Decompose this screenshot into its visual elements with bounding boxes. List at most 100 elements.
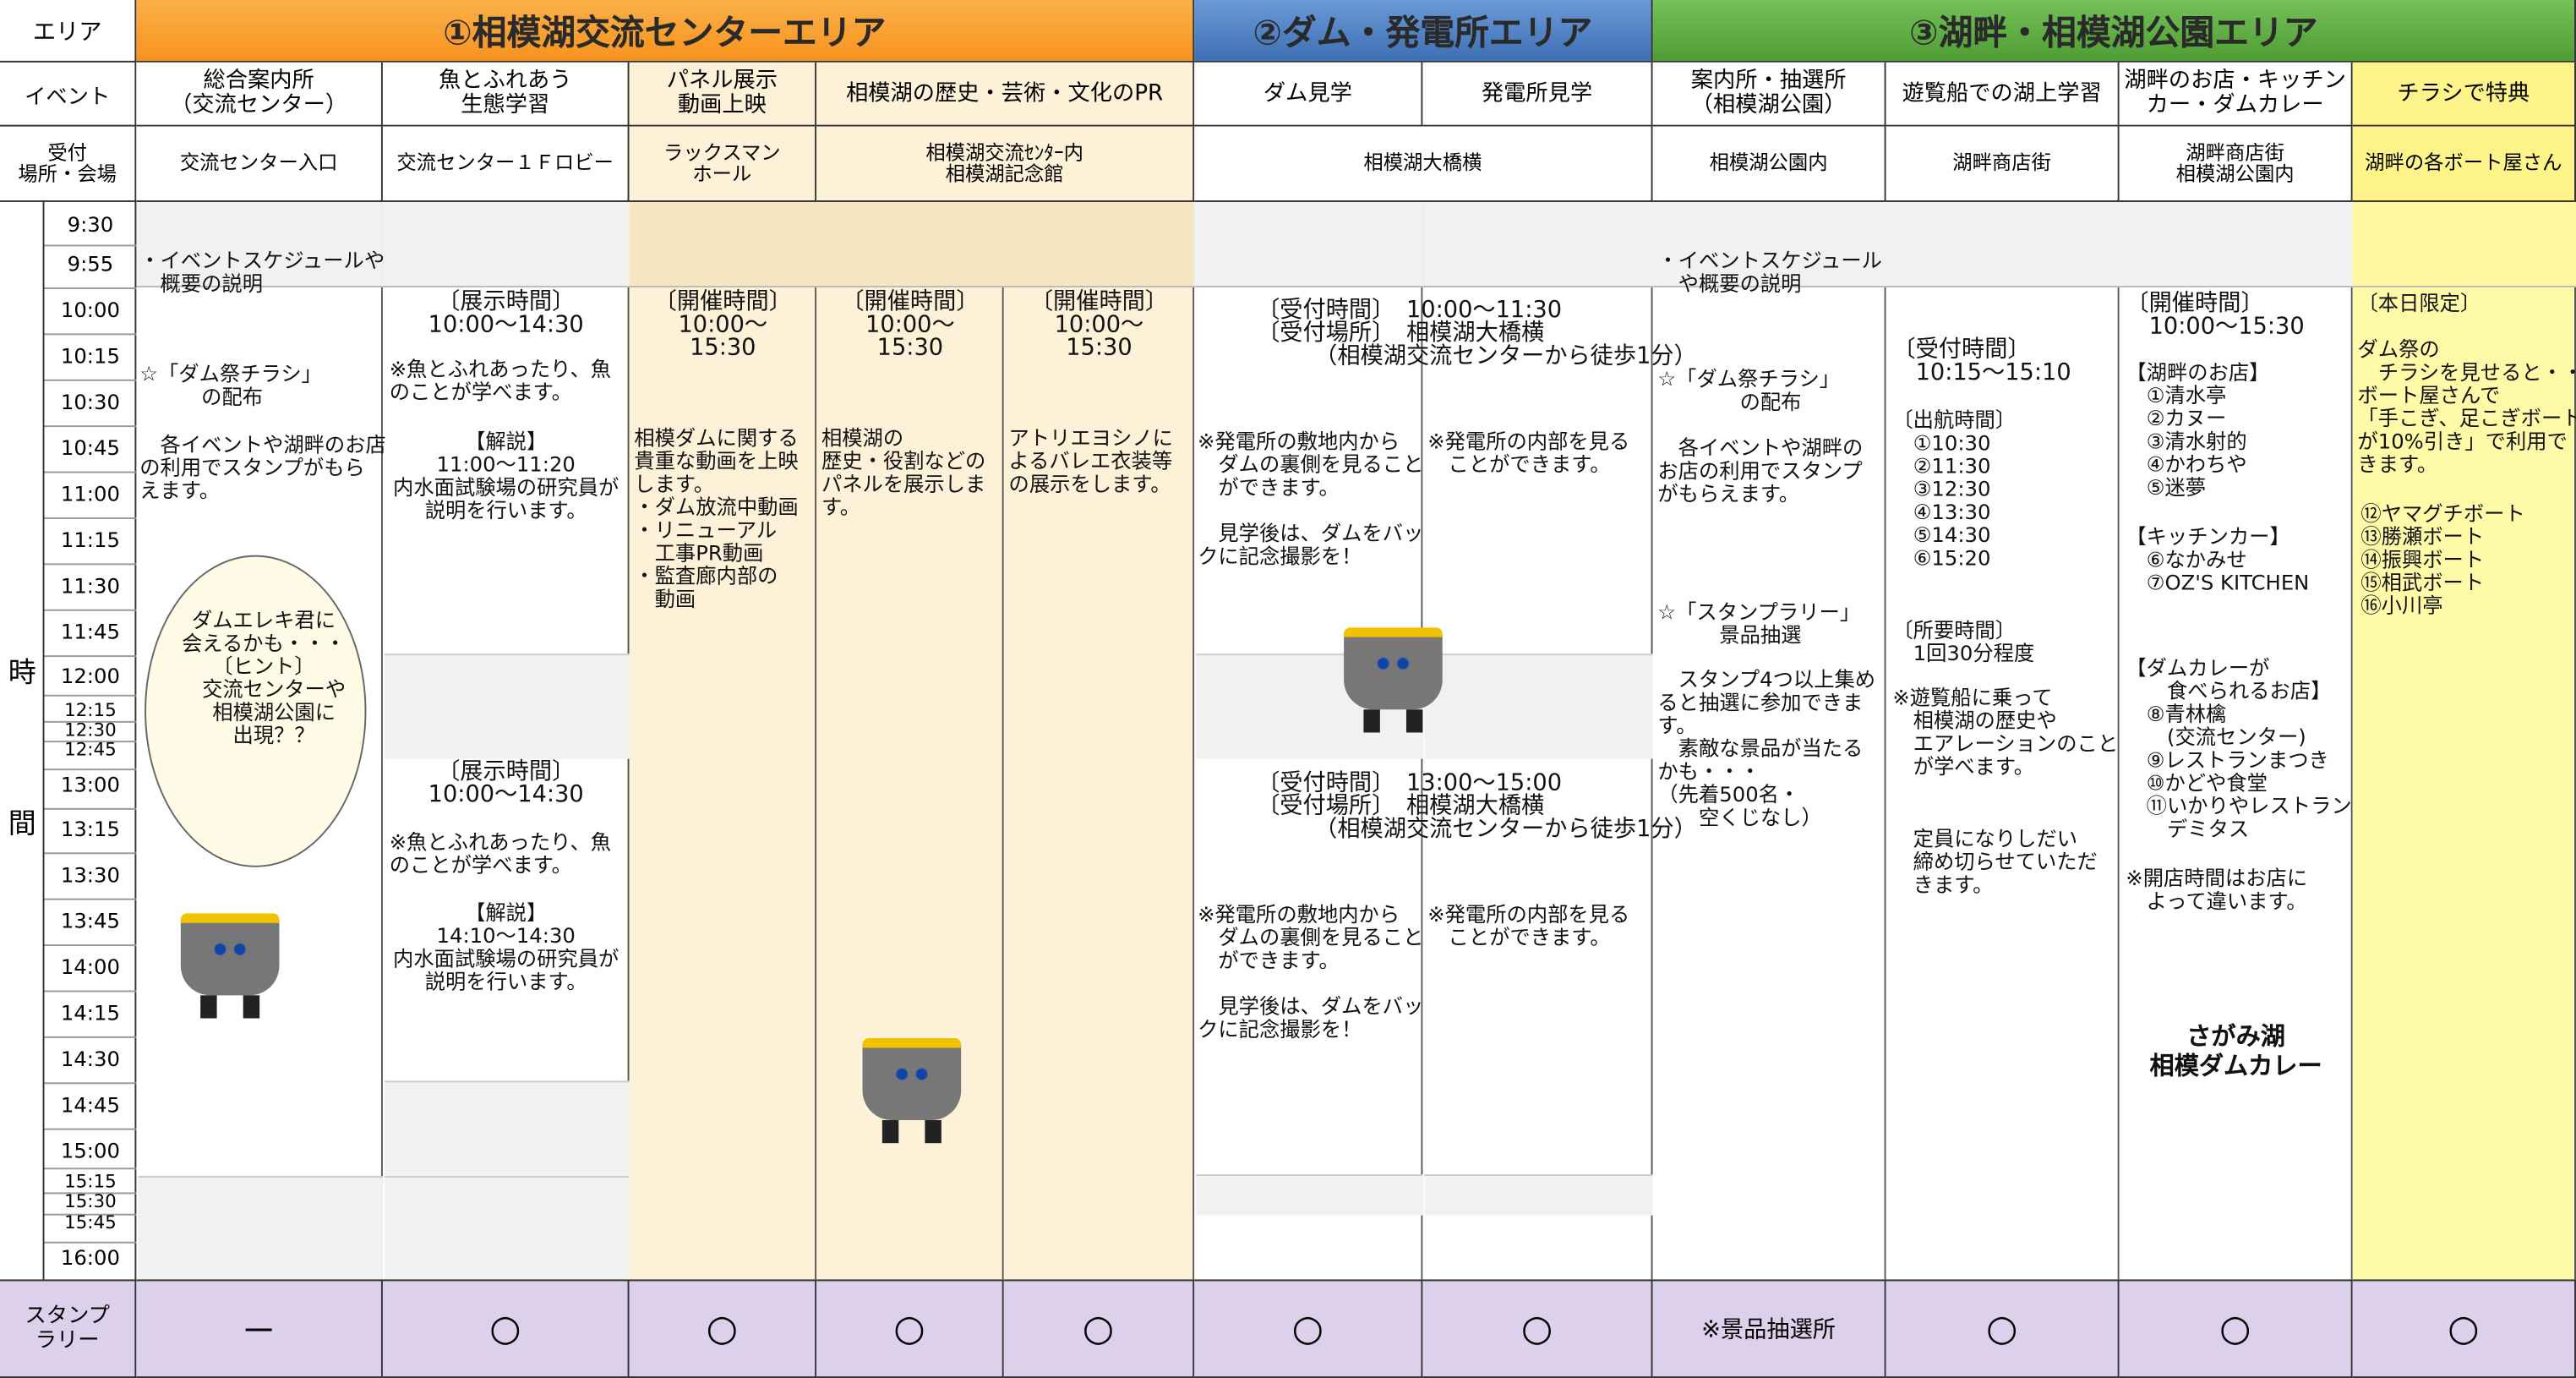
text-block: 相模湖の 歴史・役割などの パネルを展示しま す。: [821, 426, 1004, 519]
event-line: ダム見学: [1263, 79, 1352, 107]
text-line: や概要の説明: [1657, 271, 1802, 296]
event-line: カー・ダムカレー: [2146, 91, 2324, 118]
time-tick: 15:15: [64, 1171, 117, 1193]
text-block: ・イベントスケジュールや 概要の説明: [139, 249, 386, 295]
text-line: お店の利用でスタンプ: [1657, 458, 1863, 484]
time-grid: [44, 768, 137, 770]
time-grid: [44, 517, 137, 519]
text-line: ことができます。: [1427, 451, 1611, 477]
text-line: 10:00～: [678, 312, 768, 339]
column-bg: [2119, 201, 2353, 1280]
text-line: （相模湖交流センターから徒歩1分）: [1257, 816, 1697, 843]
text-block: 相模ダムに関する 貴重な動画を上映 します。 ・ダム放流中動画 ・リニューアル 工事PR…: [634, 426, 816, 611]
column-bg: [2352, 201, 2576, 1280]
shade: [816, 201, 1004, 287]
time-tick: 14:45: [60, 1091, 120, 1118]
event-line: 動画上映: [677, 91, 767, 118]
text-line: 工事PR動画: [634, 540, 764, 566]
stamp-cell: ○: [816, 1279, 1004, 1378]
text-line: 見学後は、ダムをバッ: [1198, 520, 1424, 546]
column-bg: [1886, 201, 2120, 1280]
text-line: ☆「ダム祭チラシ」: [139, 361, 322, 386]
text-line: ④かわちや: [2126, 451, 2247, 477]
text-line: す。: [821, 494, 861, 519]
event-line: 湖畔のお店・キッチン: [2124, 67, 2346, 94]
text-block: 〔開催時間〕 10:00～ 15:30: [1004, 291, 1194, 360]
text-line: 11:00～11:20: [436, 451, 576, 477]
text-block: ☆「スタンプラリー」 景品抽選: [1657, 599, 1886, 647]
text-block: 〔所要時間〕 1回30分程度: [1892, 617, 2119, 664]
text-block: 【湖畔のお店】 ①清水亭 ②カヌー ③清水射的 ④かわちや ⑤迷夢: [2126, 360, 2352, 499]
event-name: 総合案内所 （交流センター）: [136, 62, 383, 127]
text-block: 〔出航時間〕 ①10:30 ②11:30 ③12:30 ④13:30 ⑤14:3…: [1892, 408, 2119, 571]
venue-line: 湖畔の各ボート屋さん: [2365, 150, 2562, 174]
text-line: 概要の説明: [139, 271, 264, 296]
venue-line: ラックスマン: [663, 140, 781, 164]
shade: [1886, 201, 2120, 287]
mascot-eyes: [892, 1067, 932, 1081]
column-bg: [629, 201, 817, 1280]
text-line: 相模湖公園に: [191, 699, 336, 725]
time-grid: [44, 1192, 137, 1195]
text-line: 空くじなし）: [1657, 804, 1822, 830]
shade: [138, 1176, 383, 1280]
text-line: 説明を行います。: [424, 497, 587, 522]
text-block: 〔開催時間〕 10:00～15:30: [2126, 293, 2352, 338]
venue-line: 相模湖大橋横: [1363, 150, 1482, 174]
text-block: 〔開催時間〕 10:00～ 15:30: [630, 291, 817, 360]
time-tick: 15:00: [60, 1138, 120, 1163]
time-grid: [44, 563, 137, 566]
shade: [629, 201, 817, 287]
text-line: 素敵な景品が当たる: [1657, 735, 1864, 761]
stamp-label-line: スタンプ: [25, 1304, 110, 1329]
shade: [1422, 201, 1653, 287]
time-tick: 9:30: [67, 211, 114, 237]
text-line: 歴史・役割などの: [821, 448, 986, 473]
text-line: よって違います。: [2126, 889, 2307, 914]
text-line: 〔所要時間〕: [1892, 617, 2017, 643]
time-tick: 11:45: [60, 619, 120, 644]
mascot-eyes: [1373, 657, 1413, 670]
text-line: 〔受付時間〕 13:00～15:00: [1257, 770, 1563, 797]
text-block: ※発電所の内部を見る ことができます。: [1427, 903, 1652, 949]
text-line: ③12:30: [1892, 476, 1991, 501]
text-line: ④13:30: [1892, 499, 1991, 524]
text-line: （相模湖交流センターから徒歩1分）: [1257, 343, 1697, 370]
time-grid: [44, 990, 137, 992]
time-grid: [44, 1212, 137, 1215]
time-grid: [44, 425, 137, 428]
text-block: ・イベントスケジュール や概要の説明: [1657, 249, 1886, 295]
venue: 湖畔の各ボート屋さん: [2352, 126, 2576, 202]
text-line: ・イベントスケジュール: [1657, 248, 1882, 273]
text-line: 【解説】: [465, 429, 548, 454]
text-block: ※魚とふれあったり、魚 のことが学べます。: [390, 358, 630, 404]
time-grid: [44, 287, 137, 289]
time-tick: 10:30: [60, 389, 120, 414]
event-name: チラシで特典: [2352, 62, 2576, 127]
text-line: ☆「スタンプラリー」: [1657, 599, 1861, 625]
venue: 交流センター１Ｆロビー: [382, 126, 630, 202]
venue: 相模湖大橋横: [1194, 126, 1653, 202]
time-tick: 10:45: [60, 435, 120, 460]
venue: 湖畔商店街 相模湖公園内: [2119, 126, 2353, 202]
time-tick: 11:30: [60, 573, 120, 599]
text-line: ⑧青林檎: [2126, 701, 2227, 726]
text-line: ⑥15:20: [1892, 545, 1991, 571]
text-line: よるバレエ衣装等: [1008, 448, 1173, 473]
text-line: 交流センターや: [181, 676, 347, 702]
text-block: 【解説】 14:10～14:30 内水面試験場の研究員が 説明を行います。: [383, 901, 630, 994]
text-block: ※遊覧船に乗って 相模湖の歴史や エアレーションのこと が学べます。: [1892, 686, 2119, 779]
text-line: のことが学べます。: [389, 852, 572, 878]
text-line: ⑤14:30: [1892, 522, 1991, 547]
event-line: パネル展示: [666, 67, 778, 94]
venue: 相模湖交流ｾﾝﾀｰ内 相模湖記念館: [816, 126, 1195, 202]
venue-line: 湖畔商店街: [2186, 140, 2284, 164]
text-line: （先着500名・: [1657, 781, 1800, 807]
time-tick: 13:00: [60, 772, 120, 797]
stamp-cell: ○: [2352, 1279, 2576, 1378]
text-line: 〔ヒント〕: [212, 653, 315, 679]
text-line: ⑪いかりやレストラン: [2126, 793, 2352, 818]
venue-line: 交流センター１Ｆロビー: [396, 150, 614, 174]
stamp-cell: ○: [2119, 1279, 2353, 1378]
text-block: ※発電所の敷地内から ダムの裏側を見ること ができます。: [1198, 903, 1423, 973]
